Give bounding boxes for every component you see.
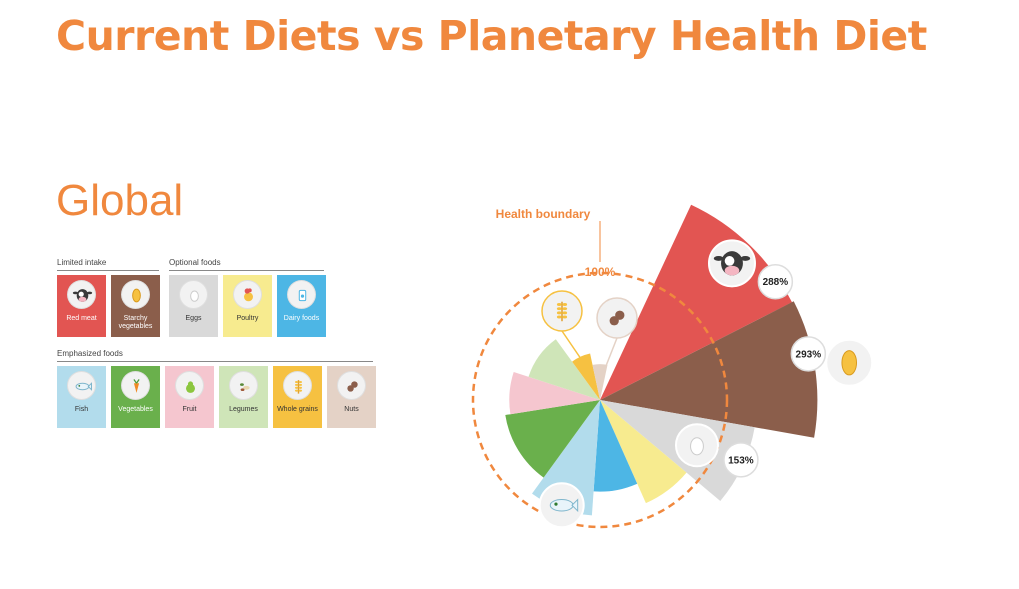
cow-icon <box>707 239 756 288</box>
data-label: 288% <box>757 263 794 300</box>
data-label-text: 293% <box>796 349 822 360</box>
legend-divider <box>57 361 373 362</box>
data-label-text: 153% <box>728 455 754 466</box>
legend-tile: Fish <box>57 366 106 428</box>
pear-icon <box>175 371 204 400</box>
legend-item-label: Eggs <box>185 315 202 322</box>
peanut-icon <box>337 371 366 400</box>
potato-icon <box>121 280 150 309</box>
legend-tile: Nuts <box>327 366 376 428</box>
legend-tile: Vegetables <box>111 366 160 428</box>
fish-icon <box>538 482 585 529</box>
wedge-nuts <box>592 364 608 400</box>
legend-tile: Whole grains <box>273 366 322 428</box>
legend-item-label: Dairy foods <box>283 315 320 322</box>
legend-item-label: Red meat <box>66 315 97 322</box>
health-boundary-value-label: 100% <box>585 265 616 279</box>
milk-icon <box>287 280 316 309</box>
wedge-whole-grains <box>572 353 600 400</box>
data-label: 293% <box>790 336 827 372</box>
data-label: 153% <box>723 442 759 478</box>
wedge-fruit <box>509 372 600 415</box>
wedge-legumes <box>528 339 600 400</box>
legend-tile: Fruit <box>165 366 214 428</box>
legend-tile: Starchy vegetables <box>111 275 160 337</box>
chicken-icon <box>233 280 262 309</box>
legend-tile: Dairy foods <box>277 275 326 337</box>
legend-tile: Eggs <box>169 275 218 337</box>
legend-tile: Legumes <box>219 366 268 428</box>
wedge-poultry <box>600 400 687 504</box>
data-label-text: 288% <box>763 277 789 288</box>
legend-item-label: Legumes <box>229 406 258 413</box>
wedge-dairy-foods <box>593 400 638 492</box>
fish-icon <box>67 371 96 400</box>
region-label: Global <box>56 176 184 225</box>
legend-item-label: Fish <box>74 406 89 413</box>
beans-icon <box>229 371 258 400</box>
wheat-icon <box>283 371 312 400</box>
wedge-starchy-vegetables <box>600 301 818 438</box>
chart-title: Current Diets vs Planetary Health Diet <box>56 12 927 60</box>
potato-icon <box>825 338 874 387</box>
health-boundary-label: Health boundary <box>496 207 591 221</box>
legend-tile: Red meat <box>57 275 106 337</box>
wheat-icon <box>541 290 595 379</box>
legend-group-limited: Limited intake <box>57 258 107 267</box>
egg-icon <box>674 423 719 468</box>
legend-item-label: Poultry <box>236 315 259 322</box>
legend-item-label: Fruit <box>182 406 197 413</box>
carrot-icon <box>121 371 150 400</box>
cow-icon <box>67 280 96 309</box>
legend-divider <box>57 270 159 271</box>
legend-item-label: Vegetables <box>118 406 153 413</box>
legend-item-label: Starchy vegetables <box>118 315 153 330</box>
legend-group-emphasized: Emphasized foods <box>57 349 123 358</box>
wedge-vegetables <box>505 400 600 478</box>
legend-divider <box>169 270 324 271</box>
egg-icon <box>179 280 208 309</box>
legend-tile: Poultry <box>223 275 272 337</box>
peanut-icon <box>596 297 638 372</box>
legend-group-optional: Optional foods <box>169 258 221 267</box>
health-boundary-circle <box>471 271 729 529</box>
legend-item-label: Whole grains <box>277 406 318 413</box>
legend-item-label: Nuts <box>344 406 359 413</box>
